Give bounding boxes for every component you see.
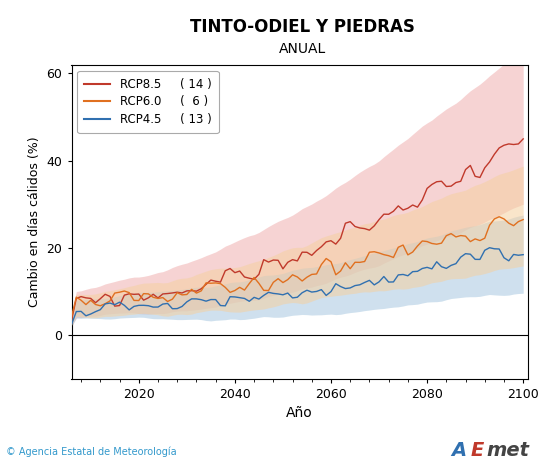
- Text: TINTO-ODIEL Y PIEDRAS: TINTO-ODIEL Y PIEDRAS: [190, 18, 415, 36]
- Text: ANUAL: ANUAL: [279, 42, 326, 55]
- Text: met: met: [487, 441, 530, 460]
- Legend: RCP8.5     ( 14 ), RCP6.0     (  6 ), RCP4.5     ( 13 ): RCP8.5 ( 14 ), RCP6.0 ( 6 ), RCP4.5 ( 13…: [78, 71, 219, 133]
- Text: A: A: [451, 441, 466, 460]
- Text: © Agencia Estatal de Meteorología: © Agencia Estatal de Meteorología: [6, 447, 176, 457]
- Text: E: E: [470, 441, 483, 460]
- Y-axis label: Cambio en días cálidos (%): Cambio en días cálidos (%): [28, 136, 41, 307]
- X-axis label: Año: Año: [287, 407, 313, 420]
